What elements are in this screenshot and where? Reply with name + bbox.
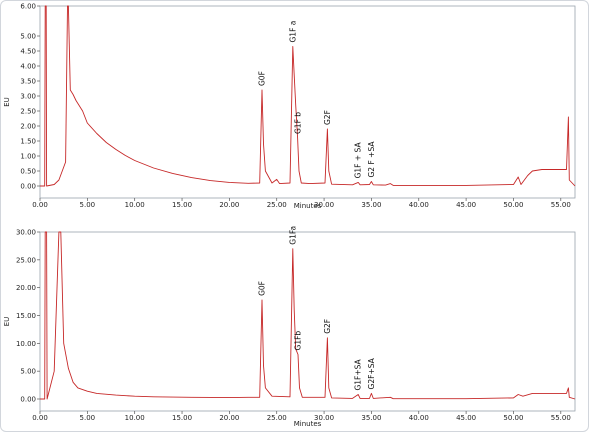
- x-tick-label: 20.00: [219, 414, 239, 422]
- y-tick-label: 5.00: [20, 368, 36, 376]
- x-tick-label: 5.00: [80, 201, 96, 209]
- y-tick-label: 4.00: [20, 63, 36, 71]
- x-tick-label: 55.00: [551, 414, 571, 422]
- x-tick-label: 25.00: [267, 201, 287, 209]
- x-tick-label: 25.00: [267, 414, 287, 422]
- y-tick-label: 4.50: [20, 48, 36, 56]
- y-tick-label: 20.00: [16, 284, 36, 292]
- y-tick-label: 0.00: [20, 183, 36, 191]
- x-tick-label: 30.00: [314, 201, 334, 209]
- y-tick-label: 2.50: [20, 108, 36, 116]
- x-tick-label: 55.00: [551, 201, 571, 209]
- y-tick-label: 1.50: [20, 138, 36, 146]
- peak-label: G0F: [258, 71, 267, 86]
- peak-label: G1Fa: [288, 226, 297, 245]
- y-tick-label: 0.50: [20, 168, 36, 176]
- peak-label: G1F a: [288, 21, 297, 43]
- y-tick-label: 6.00: [20, 3, 36, 11]
- y-tick-label: 5.00: [20, 33, 36, 41]
- y-tick-label: 0.00: [20, 396, 36, 404]
- peak-label: G2F: [323, 110, 332, 125]
- peak-label: G2F: [323, 319, 332, 334]
- x-tick-label: 20.00: [219, 201, 239, 209]
- peak-label: G1F b: [294, 112, 303, 134]
- x-tick-label: 40.00: [409, 414, 429, 422]
- y-tick-label: 30.00: [16, 229, 36, 237]
- x-tick-label: 10.00: [125, 201, 145, 209]
- peak-label: G1Fb: [294, 331, 303, 351]
- peak-label: G1F+SA: [354, 358, 363, 390]
- chromatogram-trace: [40, 231, 576, 400]
- x-axis-label: Minutes: [294, 420, 322, 428]
- x-tick-label: 50.00: [503, 414, 523, 422]
- x-tick-label: 30.00: [314, 414, 334, 422]
- x-tick-label: 0.00: [32, 201, 48, 209]
- y-tick-label: 3.00: [20, 93, 36, 101]
- x-tick-label: 40.00: [409, 201, 429, 209]
- y-tick-label: 1.00: [20, 153, 36, 161]
- plot-area: [39, 5, 576, 199]
- x-tick-label: 15.00: [172, 201, 192, 209]
- x-tick-label: 50.00: [503, 201, 523, 209]
- plot-area: [39, 231, 576, 412]
- y-axis-label: EU: [3, 317, 11, 327]
- chromatogram-trace: [40, 5, 576, 187]
- x-tick-label: 45.00: [456, 201, 476, 209]
- x-tick-label: 0.00: [32, 414, 48, 422]
- peak-label: G2F+SA: [367, 357, 376, 389]
- y-tick-label: 3.50: [20, 78, 36, 86]
- y-tick-label: 2.00: [20, 123, 36, 131]
- x-tick-label: 10.00: [125, 414, 145, 422]
- x-tick-label: 15.00: [172, 414, 192, 422]
- peak-label: G1F + SA: [354, 142, 363, 179]
- peak-label: G2 F +SA: [367, 141, 376, 178]
- y-tick-label: 15.00: [16, 312, 36, 320]
- y-tick-label: 10.00: [16, 340, 36, 348]
- x-tick-label: 35.00: [361, 414, 381, 422]
- x-tick-label: 45.00: [456, 414, 476, 422]
- y-tick-label: 25.00: [16, 256, 36, 264]
- x-tick-label: 35.00: [361, 201, 381, 209]
- chart-panel-1: 0.00 0.50 1.00 1.50 2.00 2.50 3.00 3.50 4.00 4.50…: [3, 3, 576, 210]
- peak-label: G0F: [258, 281, 267, 296]
- x-tick-label: 5.00: [80, 414, 96, 422]
- x-axis-label: Minutes: [294, 202, 322, 210]
- y-axis-label: EU: [3, 97, 11, 107]
- chart-panel-2: 0.00 5.00 10.00 15.00 20.00 25.00 30.00 0.00 5.0…: [3, 226, 576, 428]
